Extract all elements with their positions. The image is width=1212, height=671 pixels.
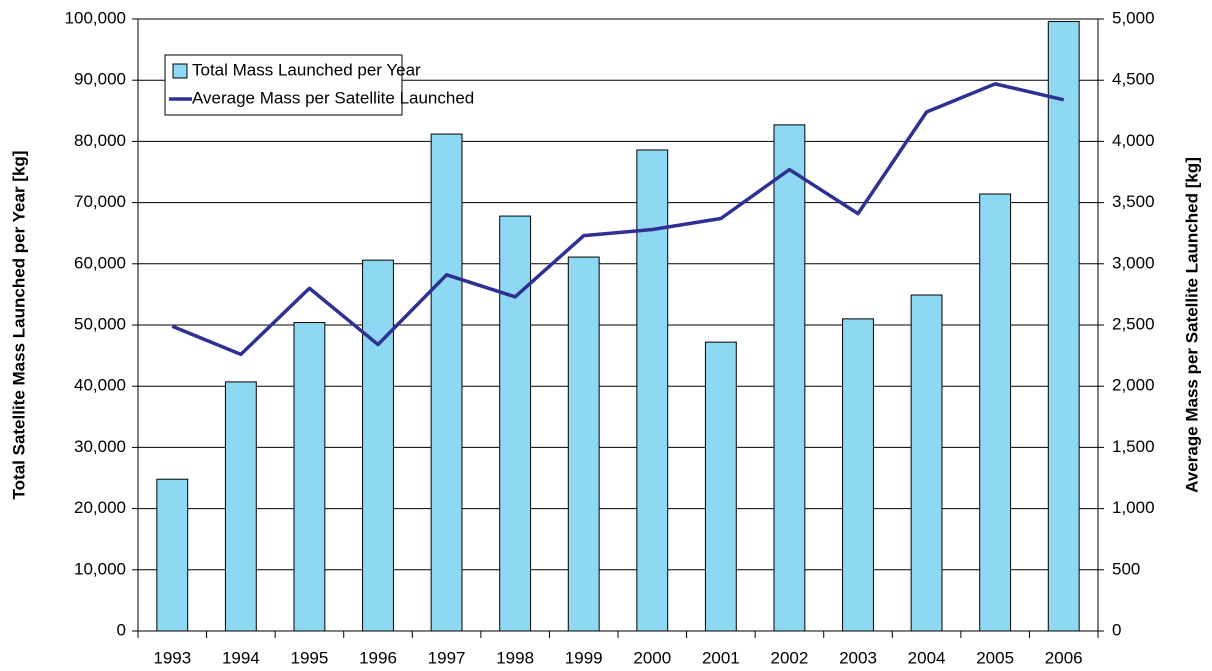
bar [156,478,189,632]
legend-label: Total Mass Launched per Year [192,60,421,79]
x-tick-label: 2000 [633,648,671,667]
x-tick-label: 1996 [359,648,397,667]
bar [430,133,463,632]
bar [910,294,943,632]
bar [224,381,257,632]
y2-tick-label: 2,500 [1112,314,1155,333]
x-tick-label: 1994 [222,648,260,667]
bar [636,149,669,632]
y-tick-label: 30,000 [74,437,126,456]
y-tick-label: 80,000 [74,131,126,150]
y2-tick-label: 5,000 [1112,8,1155,27]
bar [979,193,1012,632]
legend-swatch [172,63,188,79]
bar [499,215,532,632]
bar [362,259,394,632]
bar [567,256,600,632]
x-tick-label: 1995 [291,648,329,667]
legend-label: Average Mass per Satellite Launched [192,88,474,107]
legend-box [164,54,403,116]
x-tick-label: 2004 [908,648,946,667]
y2-tick-label: 4,500 [1112,70,1155,89]
line [171,82,1065,357]
y-tick-label: 0 [117,620,126,639]
x-tick-label: 1999 [565,648,603,667]
y-tick-label: 40,000 [74,376,126,395]
y2-tick-label: 500 [1112,559,1140,578]
x-tick-label: 2001 [702,648,740,667]
y-tick-label: 90,000 [74,70,126,89]
x-tick-label: 1993 [153,648,191,667]
y-tick-label: 20,000 [74,498,126,517]
x-tick-label: 2003 [839,648,877,667]
y-tick-label: 100,000 [65,8,126,27]
y2-tick-label: 0 [1112,620,1121,639]
y2-tick-label: 3,000 [1112,253,1155,272]
y2-tick-label: 3,500 [1112,192,1155,211]
legend: Total Mass Launched per Year Average Mass… [164,54,474,116]
y-tick-label: 50,000 [74,314,126,333]
bar [773,124,806,632]
x-tick-label: 1997 [428,648,466,667]
y-axis-label: Total Satellite Mass Launched per Year [… [9,151,28,500]
y-tick-label: 70,000 [74,192,126,211]
x-tick-label: 2005 [976,648,1014,667]
y2-tick-label: 1,000 [1112,498,1155,517]
y-tick-label: 10,000 [74,559,126,578]
bar [293,322,326,632]
x-tick-label: 2002 [771,648,809,667]
y2-tick-label: 1,500 [1112,437,1155,456]
x-tick-label: 2006 [1045,648,1083,667]
x-tick-label: 1998 [496,648,534,667]
y2-tick-label: 2,000 [1112,376,1155,395]
y2-axis-label: Average Mass per Satellite Launched [kg] [1182,157,1201,493]
y2-tick-label: 4,000 [1112,131,1155,150]
bar [704,341,737,632]
y-tick-label: 60,000 [74,253,126,272]
bar [842,318,874,632]
bar [1047,20,1080,632]
